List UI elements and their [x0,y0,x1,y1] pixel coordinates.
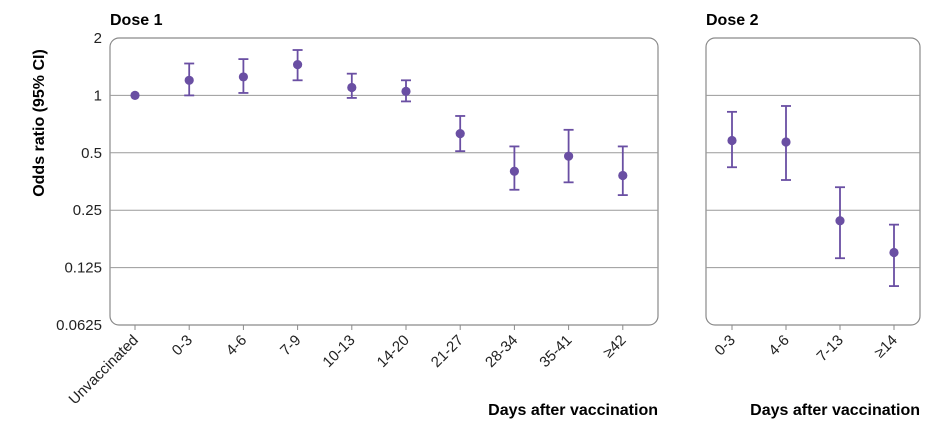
y-tick-label: 1 [94,87,102,104]
dose-2-marks [727,105,899,287]
dose-2-data-point [889,223,899,287]
x-tick-label: 28-34 [482,332,521,371]
point-marker [184,75,194,85]
dose-1-x-tick-labels: Unvaccinated 0-3 4-6 7-9 10-13 14-20 21-27 28-3… [66,325,630,408]
dose-2-title: Dose 2 [706,12,759,29]
y-axis-title: Odds ratio (95% CI) [31,49,48,197]
dose-2-panel: 0-3 4-6 7-13 ≥14 Dose 2 Days after vaccinat… [705,12,921,419]
dose-1-data-point [292,49,303,82]
point-marker [293,60,303,70]
dose-2-data-point [727,110,737,169]
dose-1-data-point [563,128,574,184]
x-tick-label: 7-13 [814,332,847,365]
x-tick-label: 14-20 [374,332,413,371]
point-marker [618,170,628,181]
dose-2-plot-frame [705,37,921,326]
dose-1-data-point [184,62,195,97]
y-tick-label: 0.0625 [56,317,102,334]
dose-1-title: Dose 1 [110,12,163,29]
y-tick-label: 2 [94,30,102,47]
point-marker [781,137,791,147]
point-marker [347,82,357,93]
dose-1-panel: 2 1 0.5 0.25 0.125 0.0625 Unvaccinated 0-3 4-6 7… [56,12,659,419]
x-tick-label: 0-3 [711,332,738,359]
point-marker [455,129,465,139]
dose-1-data-point [346,72,357,99]
point-marker [509,166,519,176]
y-tick-label: 0.25 [73,202,102,219]
y-tick-label: 0.125 [64,260,102,277]
point-marker [238,72,248,82]
dose-1-gridlines [110,94,658,269]
x-tick-label: 10-13 [319,332,358,371]
dose-2-data-point [835,186,845,260]
x-tick-label: Unvaccinated [66,332,142,408]
y-tick-labels: 2 1 0.5 0.25 0.125 0.0625 [56,30,102,334]
dose-1-data-point [401,79,411,103]
dose-2-x-tick-labels: 0-3 4-6 7-13 ≥14 [711,325,901,365]
dose-1-data-point [617,145,628,197]
point-marker [889,247,899,258]
x-tick-label: 4-6 [765,332,792,359]
x-tick-label: 7-9 [277,332,304,359]
y-tick-label: 0.5 [81,145,102,162]
dose-1-data-point [455,115,466,153]
x-tick-label: 0-3 [169,332,196,359]
point-marker [727,135,737,146]
x-tick-label: 4-6 [223,332,250,359]
dose-1-x-axis-title: Days after vaccination [488,402,658,419]
dose-2-data-point [781,105,791,181]
dose-2-x-axis-title: Days after vaccination [750,402,920,419]
dose-1-data-point [130,90,140,100]
point-marker [564,151,574,161]
dose-1-plot-frame [109,37,659,326]
x-tick-label: 21-27 [428,332,467,371]
dose-1-data-point [238,58,249,94]
x-tick-label: 35-41 [536,332,575,371]
point-marker [130,90,140,100]
dose-2-gridlines [706,94,920,269]
dose-1-marks [130,49,628,197]
point-marker [401,86,411,96]
x-tick-label: ≥42 [600,332,630,362]
x-tick-label: ≥14 [871,332,901,362]
dose-1-data-point [509,145,520,191]
point-marker [835,216,845,226]
